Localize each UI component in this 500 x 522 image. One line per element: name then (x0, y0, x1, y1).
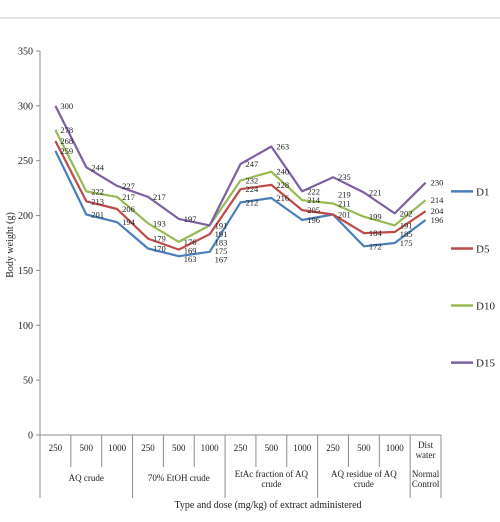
x-tick-label: 250 (326, 443, 340, 453)
legend: D1 D5 D10 D15 (451, 186, 495, 370)
data-label: 163 (184, 254, 197, 264)
data-label: 191 (215, 229, 228, 239)
legend-label: D10 (476, 301, 495, 313)
data-label: 167 (215, 254, 228, 264)
y-axis-title: Body weight (g) (5, 212, 16, 278)
data-label: 244 (91, 162, 105, 172)
x-tick-label: 500 (265, 443, 279, 453)
x-tick-label: Dist water (416, 440, 436, 460)
data-label: 300 (60, 101, 73, 111)
y-tick-label: 350 (18, 47, 33, 58)
data-label: 170 (153, 243, 166, 253)
data-label: 278 (60, 125, 73, 135)
data-label: 169 (184, 245, 197, 255)
data-label: 185 (400, 229, 413, 239)
x-group-label: EtAc fraction of AQ crude (235, 469, 309, 489)
data-label: 214 (431, 195, 445, 205)
data-label: 217 (153, 192, 166, 202)
legend-label: D15 (476, 358, 495, 370)
data-label: 222 (307, 186, 320, 196)
data-label: 199 (369, 212, 382, 222)
data-label: 214 (307, 195, 321, 205)
data-label: 194 (122, 217, 136, 227)
data-label: 211 (338, 199, 350, 209)
data-label: 224 (246, 184, 260, 194)
data-label: 235 (338, 172, 351, 182)
data-label: 219 (338, 190, 351, 200)
data-label: 183 (215, 237, 228, 247)
x-group-label: Normal Control (412, 469, 440, 489)
x-tick-label: 1000 (201, 443, 220, 453)
x-group-label: 70% EtOH crude (148, 473, 210, 483)
y-tick-label: 0 (28, 431, 33, 442)
data-label: 191 (400, 220, 413, 230)
y-tick-label: 150 (18, 266, 33, 277)
x-group-label: AQ residue of AQ crude (331, 469, 397, 489)
data-label: 197 (184, 214, 197, 224)
x-tick-label: 250 (234, 443, 248, 453)
data-label: 268 (60, 136, 73, 146)
legend-label: D5 (476, 243, 490, 255)
y-tick-label: 50 (23, 376, 33, 387)
data-labels: 3002782682592442222132012272172061942171… (60, 101, 444, 265)
data-label: 216 (276, 193, 289, 203)
data-label: 175 (400, 238, 413, 248)
data-label: 227 (122, 181, 135, 191)
series-line-d15 (54, 105, 427, 227)
x-tick-label: 500 (172, 443, 186, 453)
data-label: 191 (215, 220, 228, 230)
data-label: 196 (307, 215, 320, 225)
y-tick-label: 100 (18, 321, 33, 332)
data-label: 176 (184, 237, 197, 247)
data-label: 202 (400, 208, 413, 218)
x-tick-label: 500 (80, 443, 94, 453)
series-line-d10 (54, 129, 427, 243)
x-tick-label: 1000 (386, 443, 405, 453)
x-tick-label: 500 (357, 443, 371, 453)
data-label: 230 (431, 178, 444, 188)
y-tick-label: 250 (18, 156, 33, 167)
data-label: 204 (431, 206, 445, 216)
data-label: 222 (91, 186, 104, 196)
x-tick-label: 1000 (293, 443, 312, 453)
data-label: 263 (276, 141, 289, 151)
data-label: 205 (307, 205, 320, 215)
data-label: 217 (122, 192, 135, 202)
data-label: 213 (91, 196, 104, 206)
y-tick-label: 300 (18, 101, 33, 112)
x-group-label: AQ crude (69, 473, 104, 483)
data-label: 212 (246, 197, 259, 207)
x-tick-label: 250 (49, 443, 63, 453)
data-label: 201 (338, 209, 351, 219)
data-label: 221 (369, 188, 382, 198)
series-line-d5 (54, 140, 427, 251)
data-label: 193 (153, 218, 166, 228)
data-label: 196 (431, 215, 444, 225)
x-tick-label: 1000 (108, 443, 127, 453)
data-label: 201 (91, 209, 104, 219)
data-label: 179 (153, 234, 166, 244)
data-label: 228 (276, 180, 289, 190)
data-label: 247 (246, 159, 259, 169)
x-tick-label: 250 (141, 443, 155, 453)
data-label: 206 (122, 204, 135, 214)
series-lines (54, 105, 427, 258)
legend-label: D1 (476, 186, 489, 198)
axes: 0 50 100 150 200 250 300 350 250 500 1000 250 500 100… (18, 47, 442, 498)
data-label: 240 (276, 167, 289, 177)
y-tick-label: 200 (18, 211, 33, 222)
data-label: 175 (215, 246, 228, 256)
x-axis-title: Type and dose (mg/kg) of extract adminis… (174, 500, 361, 511)
data-label: 232 (246, 175, 259, 185)
data-label: 172 (369, 241, 382, 251)
data-label: 184 (369, 228, 383, 238)
data-label: 259 (60, 146, 73, 156)
series-line-d1 (54, 150, 427, 258)
